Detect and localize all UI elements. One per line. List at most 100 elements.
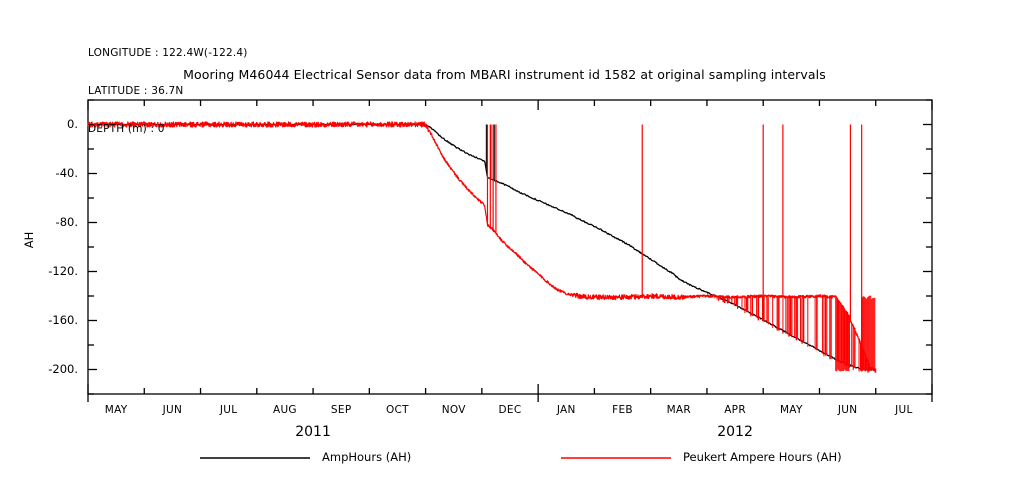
series-peukert-line [87,121,877,371]
series-peukert-oscillation [728,296,730,304]
series-peukert-oscillation [864,296,866,371]
series-peukert-oscillation [684,296,686,297]
x-tick-label: JUL [895,404,913,416]
series-peukert-oscillation [703,296,705,298]
x-tick-label: MAY [104,404,128,416]
series-peukert-oscillation [766,295,768,323]
series-peukert-oscillation [874,297,876,372]
series-peukert-oscillation [795,296,797,341]
series-peukert-oscillation [802,296,805,343]
x-tick-label: JUN [162,404,183,416]
series-peukert-oscillation [824,295,827,356]
series-peukert-oscillation [782,298,784,334]
series-peukert-oscillation [763,296,765,321]
series-peukert-oscillation [871,299,873,372]
latitude-text: LATITUDE : 36.7N [88,84,184,97]
series-peukert [87,121,877,373]
series-peukert-oscillation [829,295,831,360]
x-tick-label: MAY [779,404,803,416]
series-peukert-oscillation [757,295,760,321]
series-peukert-oscillation [846,312,848,371]
series-peukert-oscillation [866,298,868,371]
x-tick-label: MAR [666,404,692,416]
series-peukert-oscillation [807,297,809,347]
x-tick-label: AUG [272,404,297,416]
series-peukert-oscillation [750,297,752,317]
chart-title: Mooring M46044 Electrical Sensor data fr… [183,67,826,82]
series-peukert-oscillation [821,296,823,354]
series-peukert-oscillation [838,300,840,371]
series-peukert-oscillation [835,297,837,372]
legend-label-amphours: AmpHours (AH) [322,450,412,464]
series-peukert-oscillation [848,316,850,372]
series-peukert-oscillation [756,297,758,318]
series-peukert-oscillation [863,296,865,371]
series-peukert-oscillation [789,296,792,336]
series-peukert-oscillation [737,297,739,310]
series-peukert-oscillation [744,296,746,314]
series-peukert-oscillation [801,297,803,344]
series-peukert-oscillation [761,296,764,322]
series-peukert-oscillation [786,297,788,334]
series-peukert-oscillation [836,297,838,372]
x-tick-label: JUL [219,404,238,416]
series-peukert-oscillation [869,295,871,372]
y-tick-label: -160. [48,312,78,327]
series-peukert-oscillation [726,297,729,304]
series-peukert-oscillation [841,304,843,372]
x-tick-label: FEB [612,404,633,416]
series-peukert-oscillation [704,295,706,296]
series-peukert-oscillation [859,342,862,371]
series-peukert-oscillation [874,368,877,373]
y-tick-label: -40. [55,165,78,180]
series-peukert-oscillation [772,296,774,328]
series-peukert-oscillation [826,295,828,355]
series-peukert-oscillation [706,295,708,297]
series-peukert-oscillation [847,314,849,371]
series-peukert-oscillation [722,295,725,303]
series-peukert-oscillation [741,298,743,311]
series-peukert-oscillation [718,296,720,301]
x-year-label: 2011 [295,424,331,440]
series-peukert-oscillation [867,297,869,372]
series-peukert-oscillation [873,297,875,372]
series-amphours [88,123,876,371]
series-peukert-oscillation [691,295,693,297]
series-peukert-oscillation [837,298,839,370]
series-peukert-oscillation [842,306,844,372]
y-tick-label: -120. [48,263,78,278]
x-tick-label: JUN [837,404,858,416]
series-peukert-oscillation [690,295,692,297]
series-peukert-oscillation [851,322,853,367]
x-tick-label: SEP [330,404,352,416]
y-tick-label: 0. [67,116,78,131]
longitude-text: LONGITUDE : 122.4W(-122.4) [88,47,248,60]
series-peukert-oscillation [696,295,698,297]
series-peukert-oscillation [800,298,801,342]
x-tick-label: DEC [498,404,522,416]
series-peukert-oscillation [788,298,790,337]
series-peukert-oscillation [865,297,867,372]
legend-label-peukert: Peukert Ampere Hours (AH) [683,450,842,464]
series-peukert-oscillation [745,297,748,312]
station-metadata: LONGITUDE : 122.4W(-122.4) LATITUDE : 36… [88,22,248,161]
series-peukert-oscillation [839,301,841,372]
series-peukert-oscillation [694,296,696,298]
series-peukert-oscillation [797,296,799,340]
series-peukert-oscillation [699,295,701,297]
x-tick-label: JAN [556,404,576,416]
x-year-label: 2012 [717,424,753,440]
series-layer [87,121,877,373]
series-peukert-oscillation [872,298,874,371]
depth-text: DEPTH (m) : 0 [88,122,165,135]
series-peukert-oscillation [862,296,864,372]
series-peukert-oscillation [716,297,718,300]
x-tick-label: NOV [441,404,466,416]
series-peukert-oscillation [715,296,717,298]
series-peukert-oscillation [868,296,870,372]
series-peukert-oscillation [710,295,712,297]
x-tick-label: APR [724,404,746,416]
series-peukert-oscillation [816,296,818,351]
